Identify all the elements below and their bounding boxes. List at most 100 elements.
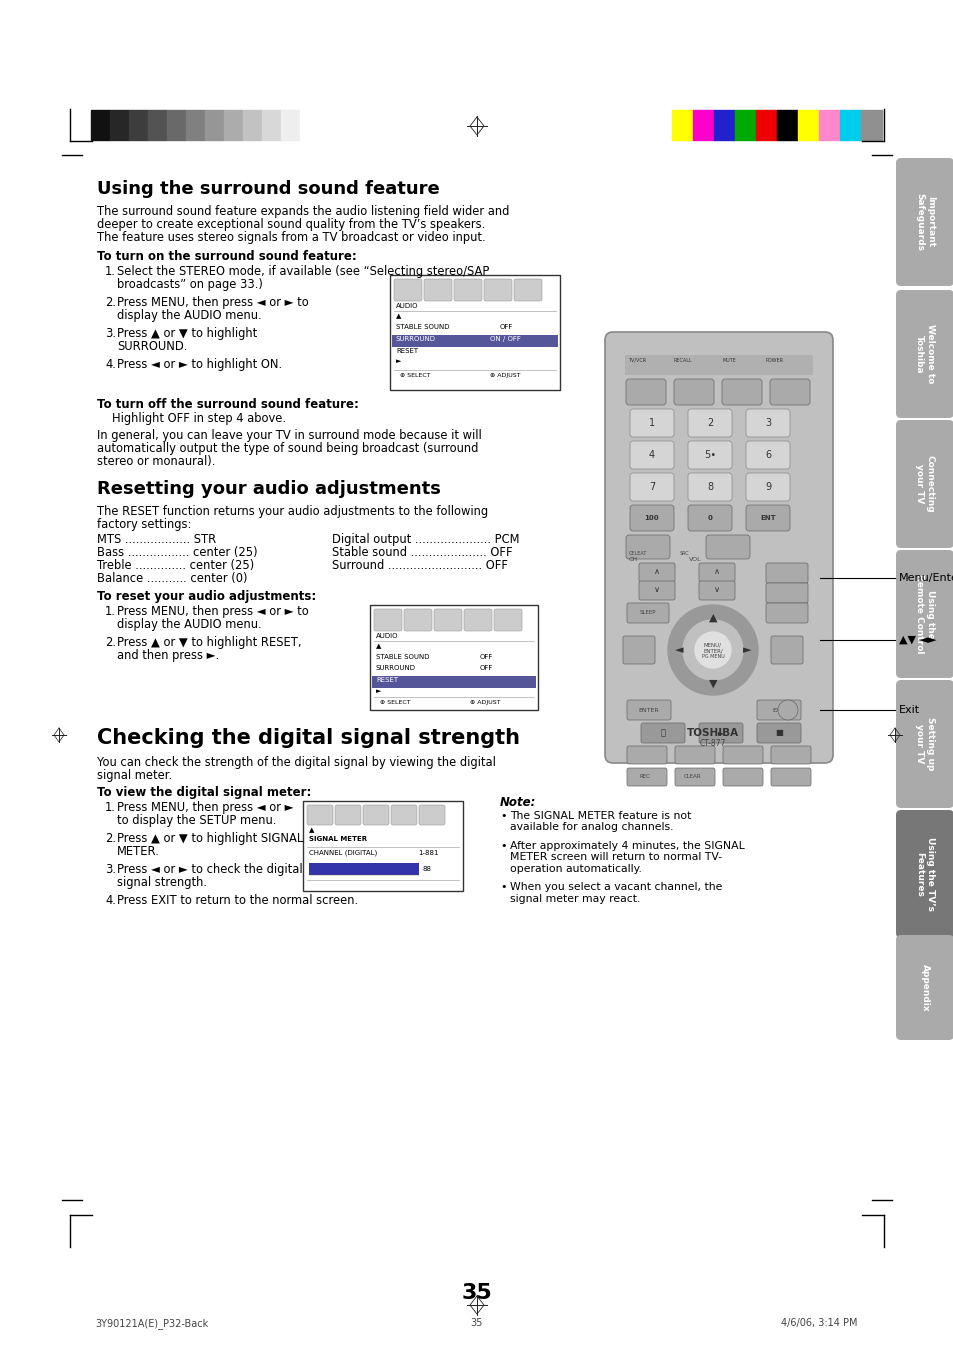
Text: Setting up
your TV: Setting up your TV — [914, 717, 934, 771]
FancyBboxPatch shape — [895, 551, 953, 678]
Text: Press ▲ or ▼ to highlight SIGNAL: Press ▲ or ▼ to highlight SIGNAL — [117, 832, 303, 846]
Text: •: • — [499, 842, 506, 851]
Text: METER.: METER. — [117, 846, 160, 858]
Text: CELEAT: CELEAT — [628, 551, 647, 556]
Text: ENTER: ENTER — [638, 708, 659, 713]
FancyBboxPatch shape — [769, 379, 809, 405]
Text: 2.: 2. — [105, 832, 116, 846]
FancyBboxPatch shape — [745, 409, 789, 437]
Text: ►: ► — [395, 359, 401, 364]
Text: Highlight OFF in step 4 above.: Highlight OFF in step 4 above. — [112, 413, 286, 425]
Text: SURROUND.: SURROUND. — [117, 340, 187, 353]
Text: To turn on the surround sound feature:: To turn on the surround sound feature: — [97, 250, 356, 262]
Text: 100: 100 — [644, 515, 659, 521]
Text: 7: 7 — [648, 482, 655, 492]
FancyBboxPatch shape — [895, 810, 953, 938]
Text: 35: 35 — [461, 1283, 492, 1303]
Text: Press ◄ or ► to highlight ON.: Press ◄ or ► to highlight ON. — [117, 359, 282, 371]
Bar — [309, 863, 418, 875]
FancyBboxPatch shape — [673, 379, 713, 405]
FancyBboxPatch shape — [625, 379, 665, 405]
Text: To turn off the surround sound feature:: To turn off the surround sound feature: — [97, 398, 358, 411]
FancyBboxPatch shape — [722, 769, 762, 786]
Text: SURROUND: SURROUND — [395, 336, 436, 342]
FancyBboxPatch shape — [629, 474, 673, 501]
Text: CH: CH — [628, 557, 638, 561]
Text: 3Y90121A(E)_P32-Back: 3Y90121A(E)_P32-Back — [95, 1318, 208, 1329]
Text: •: • — [499, 882, 506, 893]
Text: Welcome to
Toshiba: Welcome to Toshiba — [914, 325, 934, 384]
Bar — [205, 110, 224, 139]
FancyBboxPatch shape — [403, 609, 432, 630]
FancyBboxPatch shape — [391, 805, 416, 825]
Text: 9: 9 — [764, 482, 770, 492]
Text: ∧: ∧ — [713, 567, 720, 576]
Text: RESET: RESET — [395, 348, 417, 354]
Text: 5∙: 5∙ — [703, 451, 716, 460]
Text: POWER: POWER — [765, 359, 783, 363]
FancyBboxPatch shape — [757, 700, 801, 720]
Text: Surround .......................... OFF: Surround .......................... OFF — [332, 559, 507, 572]
FancyBboxPatch shape — [757, 723, 801, 743]
FancyBboxPatch shape — [699, 563, 734, 582]
FancyBboxPatch shape — [722, 746, 762, 764]
Text: MENU/: MENU/ — [703, 643, 721, 648]
Text: Appendix: Appendix — [920, 963, 928, 1011]
Text: AUDIO: AUDIO — [395, 303, 418, 308]
Text: CLEAR: CLEAR — [683, 774, 701, 779]
Text: The feature uses stereo signals from a TV broadcast or video input.: The feature uses stereo signals from a T… — [97, 231, 485, 244]
Text: Note:: Note: — [499, 796, 536, 809]
Text: MUTE: MUTE — [721, 359, 735, 363]
Text: Connecting
your TV: Connecting your TV — [914, 455, 934, 513]
Text: ▲▼ ◄►: ▲▼ ◄► — [898, 635, 936, 645]
Text: OFF: OFF — [479, 666, 493, 671]
Text: OFF: OFF — [499, 323, 513, 330]
FancyBboxPatch shape — [626, 700, 670, 720]
Text: Press ▲ or ▼ to highlight: Press ▲ or ▼ to highlight — [117, 327, 257, 340]
Text: operation automatically.: operation automatically. — [510, 865, 641, 874]
Text: REC: REC — [639, 774, 650, 779]
FancyBboxPatch shape — [463, 609, 492, 630]
Text: ►: ► — [742, 645, 750, 655]
FancyBboxPatch shape — [765, 603, 807, 622]
FancyBboxPatch shape — [629, 505, 673, 530]
Text: After approximately 4 minutes, the SIGNAL: After approximately 4 minutes, the SIGNA… — [510, 842, 744, 851]
Text: ►: ► — [717, 728, 723, 737]
FancyBboxPatch shape — [625, 534, 669, 559]
Bar — [91, 110, 110, 139]
Text: 1.: 1. — [105, 801, 115, 815]
FancyBboxPatch shape — [699, 580, 734, 599]
FancyBboxPatch shape — [363, 805, 389, 825]
Text: 3.: 3. — [105, 327, 116, 340]
Bar — [167, 110, 186, 139]
Text: When you select a vacant channel, the: When you select a vacant channel, the — [510, 882, 721, 893]
Text: AUDIO: AUDIO — [375, 633, 398, 639]
Text: PG MENU: PG MENU — [700, 655, 723, 659]
Text: The SIGNAL METER feature is not: The SIGNAL METER feature is not — [510, 810, 691, 821]
Bar — [840, 110, 861, 139]
Bar — [776, 110, 797, 139]
Text: 4.: 4. — [105, 894, 115, 907]
Text: ∨: ∨ — [653, 586, 659, 594]
Bar — [671, 110, 692, 139]
FancyBboxPatch shape — [626, 769, 666, 786]
Text: Treble .............. center (25): Treble .............. center (25) — [97, 559, 254, 572]
Bar — [755, 110, 776, 139]
Text: available for analog channels.: available for analog channels. — [510, 823, 673, 832]
Text: 2: 2 — [706, 418, 713, 428]
Text: ⊕ ADJUST: ⊕ ADJUST — [470, 700, 500, 705]
Bar — [370, 605, 537, 710]
Text: •: • — [499, 810, 506, 821]
FancyBboxPatch shape — [394, 279, 421, 300]
Text: ⊕ ADJUST: ⊕ ADJUST — [490, 373, 520, 377]
Bar — [110, 110, 129, 139]
Bar — [734, 110, 755, 139]
Text: STABLE SOUND: STABLE SOUND — [375, 653, 429, 660]
FancyBboxPatch shape — [604, 331, 832, 763]
Text: Resetting your audio adjustments: Resetting your audio adjustments — [97, 480, 440, 498]
Text: signal meter.: signal meter. — [97, 769, 172, 782]
FancyBboxPatch shape — [745, 441, 789, 469]
Text: To reset your audio adjustments:: To reset your audio adjustments: — [97, 590, 315, 603]
Text: You can check the strength of the digital signal by viewing the digital: You can check the strength of the digita… — [97, 756, 496, 769]
Text: TOSHIBA: TOSHIBA — [686, 728, 739, 737]
